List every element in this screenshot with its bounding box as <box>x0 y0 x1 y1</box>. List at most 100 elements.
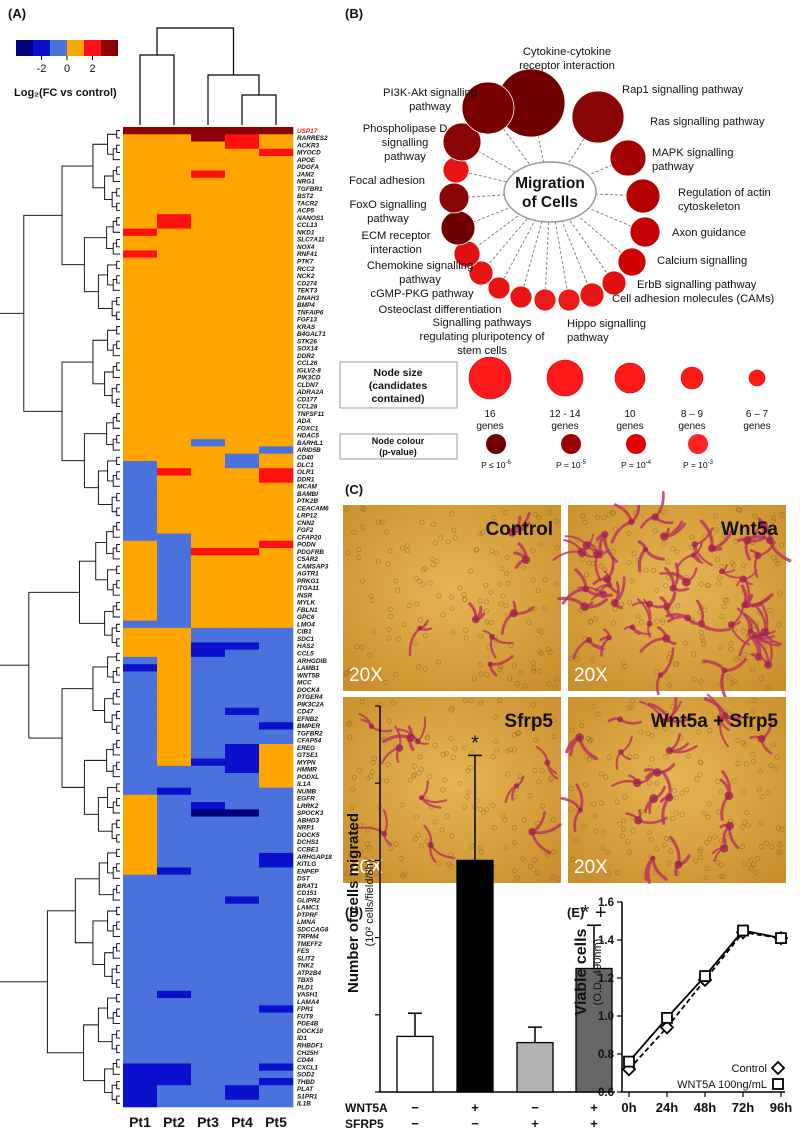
heatmap-cell <box>157 279 192 288</box>
treatment-level: + <box>471 1100 479 1115</box>
heatmap-cell <box>225 272 260 280</box>
pore <box>351 774 357 781</box>
pore <box>438 535 444 541</box>
heatmap-cell <box>157 852 192 861</box>
heatmap-cell <box>259 577 294 585</box>
gene-label: AGTR1 <box>296 571 319 578</box>
heatmap-cell <box>191 453 226 462</box>
heatmap-cell <box>191 969 226 977</box>
gene-label: HMMR <box>297 767 317 774</box>
heatmap-cell <box>259 671 294 680</box>
heatmap-cell <box>123 627 158 636</box>
heatmap-cell <box>259 940 294 948</box>
heatmap-cell <box>191 127 226 135</box>
colour-legend-label: P = 10-5 <box>556 460 587 470</box>
heatmap-cell <box>191 802 226 810</box>
heatmap-cell <box>191 250 226 258</box>
heatmap-cell <box>123 460 158 469</box>
pore <box>671 787 677 794</box>
heatmap-cell <box>157 315 192 324</box>
pore <box>698 581 704 587</box>
row-dendrogram <box>116 311 120 320</box>
heatmap-cell <box>191 562 226 571</box>
pore <box>615 870 621 876</box>
pore <box>638 729 644 735</box>
node-label: Axon guidance <box>672 227 746 239</box>
heatmap-cell <box>259 722 294 730</box>
heatmap-cell <box>225 460 260 469</box>
heatmap-cell <box>259 823 294 832</box>
heatmap-cell <box>225 148 260 157</box>
heatmap-cell <box>259 584 294 592</box>
gene-label: DDR2 <box>297 353 315 360</box>
pore <box>757 768 764 774</box>
heatmap-cell <box>123 489 158 498</box>
heatmap-cell <box>123 613 158 621</box>
heatmap-cell <box>259 664 294 672</box>
heatmap-cell <box>191 903 226 912</box>
heatmap-cell <box>191 722 226 730</box>
pore <box>507 747 514 753</box>
pore <box>445 539 451 545</box>
row-dendrogram <box>104 611 114 636</box>
node-label-line: Calcium signalling <box>657 255 747 267</box>
network-node <box>579 282 605 308</box>
heatmap-cell <box>191 141 226 150</box>
heatmap-cell <box>225 1077 260 1086</box>
pore <box>592 616 598 622</box>
pore <box>583 753 589 759</box>
pore <box>413 814 419 820</box>
heatmap-cell <box>259 330 294 338</box>
pore <box>517 773 523 779</box>
center-label: Migration of Cells <box>515 175 585 211</box>
heatmap-cell <box>191 729 226 738</box>
pore <box>413 640 419 646</box>
gene-label: TACR2 <box>297 200 318 207</box>
heatmap-cell <box>259 540 294 549</box>
heatmap-cell <box>225 293 260 302</box>
pore <box>363 857 369 863</box>
heatmap-cell <box>191 293 226 302</box>
row-dendrogram <box>104 698 114 723</box>
x-tick-label: 0h <box>621 1100 636 1115</box>
row-dendrogram <box>83 433 107 489</box>
gene-label: EFNB2 <box>297 716 318 723</box>
pore <box>386 841 393 847</box>
heatmap-cell <box>259 613 294 621</box>
pore <box>763 840 770 846</box>
legend-label: WNT5A 100ng/mL <box>677 1079 767 1091</box>
pore <box>653 668 659 675</box>
pore <box>511 732 518 738</box>
pore <box>731 778 737 784</box>
heatmap-cell <box>225 1041 260 1050</box>
row-dendrogram <box>116 979 120 988</box>
heatmap-cell <box>225 569 260 578</box>
row-dendrogram <box>116 543 120 553</box>
bar <box>516 1041 554 1093</box>
gene-label: DST <box>297 876 311 883</box>
heatmap-cell <box>123 765 158 774</box>
row-dendrogram <box>106 422 114 446</box>
row-dendrogram <box>116 340 120 349</box>
pore <box>483 608 489 614</box>
heatmap-cell <box>191 323 226 331</box>
heatmap-cell <box>259 381 294 389</box>
gene-label: CFAP54 <box>297 738 322 745</box>
heatmap-cell <box>157 947 192 955</box>
heatmap-cell <box>191 765 226 774</box>
heatmap-cell <box>123 272 158 280</box>
cell-body <box>406 733 415 743</box>
marker <box>699 970 711 982</box>
pore <box>530 665 537 671</box>
pore <box>538 541 544 547</box>
colour-legend-label: P ≤ 10-6 <box>481 460 511 470</box>
heatmap-cell <box>191 577 226 585</box>
node-label: Rap1 signalling pathway <box>622 84 744 96</box>
marker <box>623 1055 635 1068</box>
pore <box>704 582 710 588</box>
row-dendrogram <box>104 175 114 201</box>
heatmap-cell <box>225 519 260 527</box>
heatmap-cell <box>157 170 192 179</box>
heatmap-cell <box>191 990 226 999</box>
heatmap-cell <box>225 439 260 447</box>
